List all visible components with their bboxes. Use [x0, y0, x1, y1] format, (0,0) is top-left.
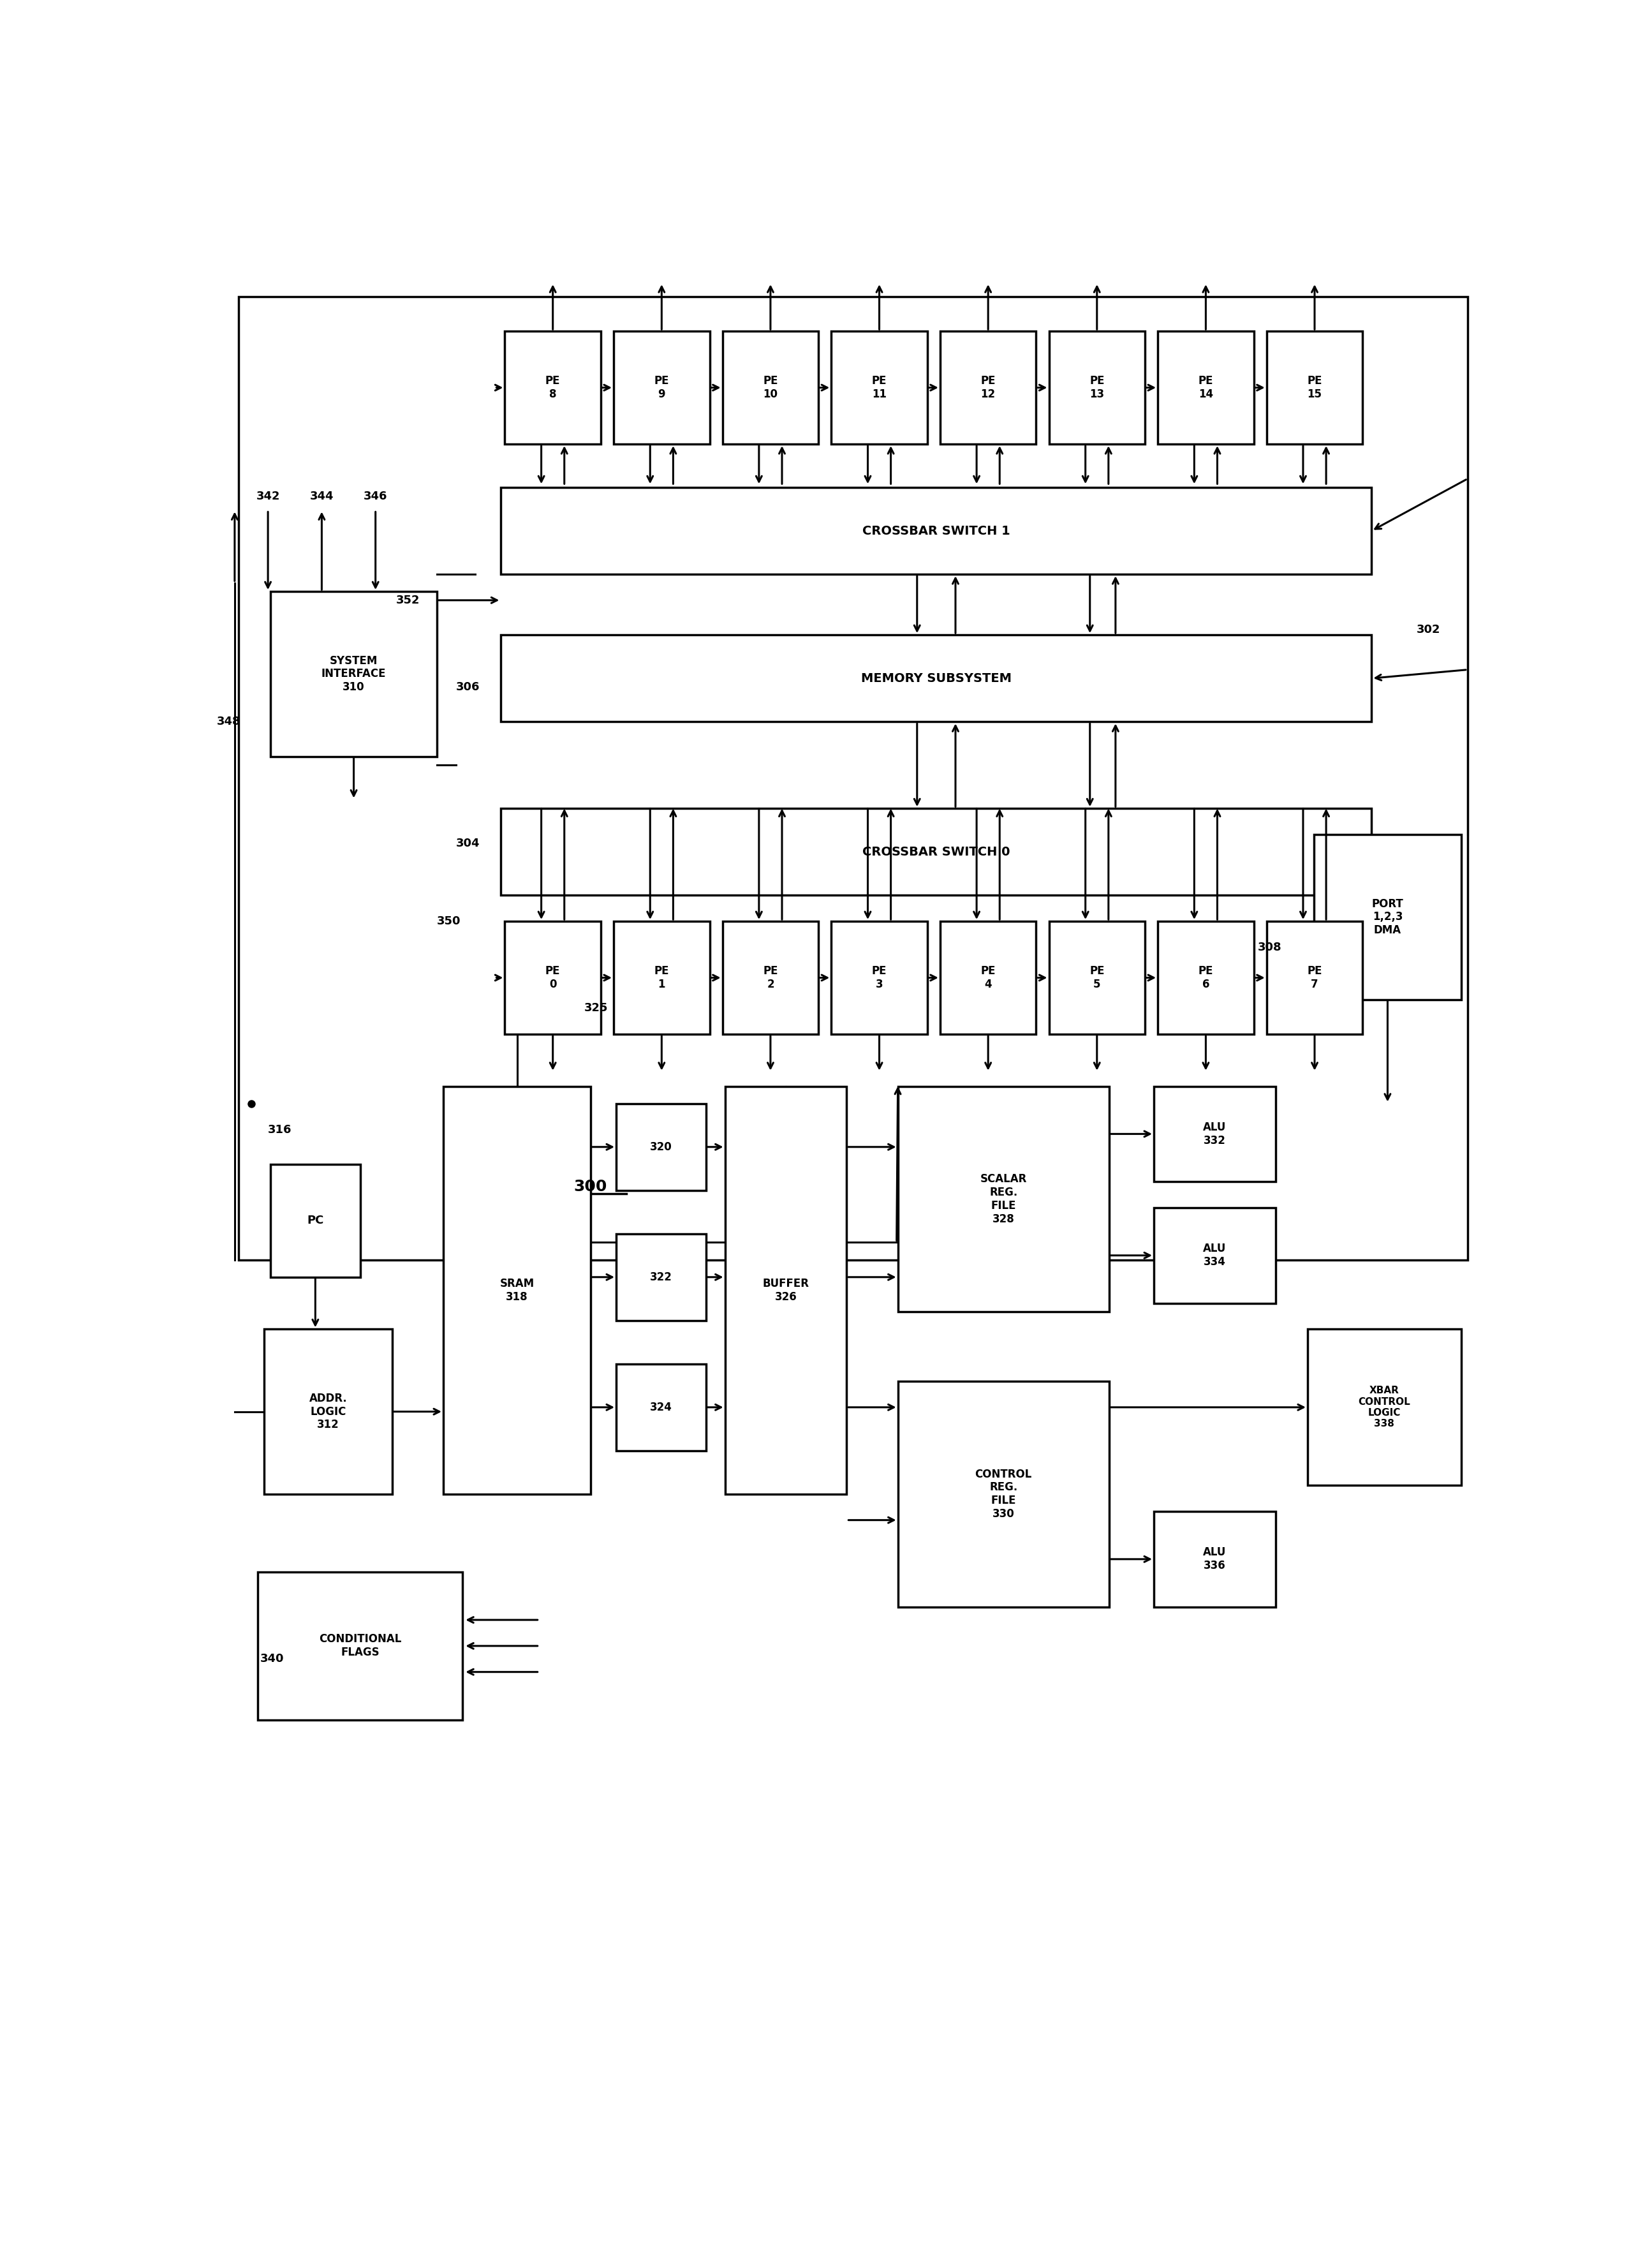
Text: 322: 322 [649, 1271, 672, 1283]
FancyBboxPatch shape [1158, 331, 1254, 444]
FancyBboxPatch shape [613, 331, 710, 444]
Text: PE
6: PE 6 [1198, 965, 1213, 990]
Text: 302: 302 [1416, 624, 1441, 636]
Text: PORT
1,2,3
DMA: PORT 1,2,3 DMA [1371, 897, 1404, 935]
Text: 325: 325 [585, 1003, 608, 1014]
Text: PE
8: PE 8 [545, 374, 560, 399]
Text: 304: 304 [456, 838, 481, 850]
FancyBboxPatch shape [722, 922, 818, 1035]
Text: 320: 320 [649, 1141, 672, 1152]
FancyBboxPatch shape [616, 1233, 705, 1321]
Text: PE
4: PE 4 [981, 965, 996, 990]
FancyBboxPatch shape [613, 922, 710, 1035]
Text: 352: 352 [396, 595, 420, 606]
Text: PC: PC [307, 1215, 324, 1226]
Text: 350: 350 [436, 915, 461, 926]
FancyBboxPatch shape [899, 1382, 1108, 1607]
Text: BUFFER
326: BUFFER 326 [763, 1278, 809, 1303]
Text: 344: 344 [311, 491, 334, 503]
Text: 340: 340 [261, 1652, 284, 1666]
Text: PE
2: PE 2 [763, 965, 778, 990]
Text: PE
9: PE 9 [654, 374, 669, 399]
FancyBboxPatch shape [443, 1086, 591, 1494]
FancyBboxPatch shape [940, 331, 1036, 444]
FancyBboxPatch shape [1153, 1512, 1275, 1607]
Text: PE
14: PE 14 [1198, 374, 1213, 399]
Text: 316: 316 [268, 1125, 292, 1136]
Text: ALU
336: ALU 336 [1203, 1546, 1226, 1571]
Text: 342: 342 [256, 491, 279, 503]
FancyBboxPatch shape [1267, 331, 1363, 444]
Text: 306: 306 [456, 681, 481, 692]
Text: PE
7: PE 7 [1307, 965, 1322, 990]
FancyBboxPatch shape [940, 922, 1036, 1035]
Text: PE
3: PE 3 [872, 965, 887, 990]
Text: CROSSBAR SWITCH 0: CROSSBAR SWITCH 0 [862, 845, 1009, 859]
FancyBboxPatch shape [501, 636, 1371, 721]
Text: MEMORY SUBSYSTEM: MEMORY SUBSYSTEM [861, 672, 1011, 685]
Text: CONDITIONAL
FLAGS: CONDITIONAL FLAGS [319, 1634, 401, 1659]
FancyBboxPatch shape [1049, 922, 1145, 1035]
FancyBboxPatch shape [271, 1165, 360, 1278]
FancyBboxPatch shape [831, 922, 927, 1035]
Text: 348: 348 [216, 717, 241, 728]
Text: ADDR.
LOGIC
312: ADDR. LOGIC 312 [309, 1393, 347, 1431]
Text: PE
1: PE 1 [654, 965, 669, 990]
FancyBboxPatch shape [1158, 922, 1254, 1035]
FancyBboxPatch shape [501, 487, 1371, 575]
FancyBboxPatch shape [1049, 331, 1145, 444]
Text: ALU
332: ALU 332 [1203, 1122, 1226, 1147]
Text: SRAM
318: SRAM 318 [499, 1278, 534, 1303]
FancyBboxPatch shape [616, 1104, 705, 1190]
FancyBboxPatch shape [1267, 922, 1363, 1035]
Text: ALU
334: ALU 334 [1203, 1242, 1226, 1267]
Text: 324: 324 [649, 1402, 672, 1413]
Text: PE
10: PE 10 [763, 374, 778, 399]
Text: PE
15: PE 15 [1307, 374, 1322, 399]
FancyBboxPatch shape [831, 331, 927, 444]
Text: 346: 346 [363, 491, 388, 503]
Text: PE
0: PE 0 [545, 965, 560, 990]
Text: 308: 308 [1257, 942, 1282, 953]
Text: XBAR
CONTROL
LOGIC
338: XBAR CONTROL LOGIC 338 [1358, 1386, 1411, 1429]
Text: PE
12: PE 12 [981, 374, 996, 399]
FancyBboxPatch shape [506, 922, 601, 1035]
FancyBboxPatch shape [1153, 1208, 1275, 1303]
FancyBboxPatch shape [258, 1573, 463, 1720]
Text: PE
13: PE 13 [1089, 374, 1105, 399]
FancyBboxPatch shape [271, 591, 436, 757]
Text: SYSTEM
INTERFACE
310: SYSTEM INTERFACE 310 [322, 656, 387, 692]
Text: PE
11: PE 11 [872, 374, 887, 399]
Text: SCALAR
REG.
FILE
328: SCALAR REG. FILE 328 [980, 1174, 1028, 1224]
Text: CONTROL
REG.
FILE
330: CONTROL REG. FILE 330 [975, 1467, 1032, 1519]
FancyBboxPatch shape [899, 1086, 1108, 1312]
FancyBboxPatch shape [264, 1330, 392, 1494]
FancyBboxPatch shape [1153, 1086, 1275, 1181]
FancyBboxPatch shape [722, 331, 818, 444]
Text: 300: 300 [573, 1179, 608, 1195]
Text: CROSSBAR SWITCH 1: CROSSBAR SWITCH 1 [862, 525, 1009, 536]
FancyBboxPatch shape [501, 809, 1371, 895]
Text: PE
5: PE 5 [1089, 965, 1105, 990]
FancyBboxPatch shape [1307, 1330, 1460, 1485]
FancyBboxPatch shape [1313, 834, 1460, 999]
FancyBboxPatch shape [506, 331, 601, 444]
FancyBboxPatch shape [725, 1086, 846, 1494]
FancyBboxPatch shape [616, 1364, 705, 1452]
